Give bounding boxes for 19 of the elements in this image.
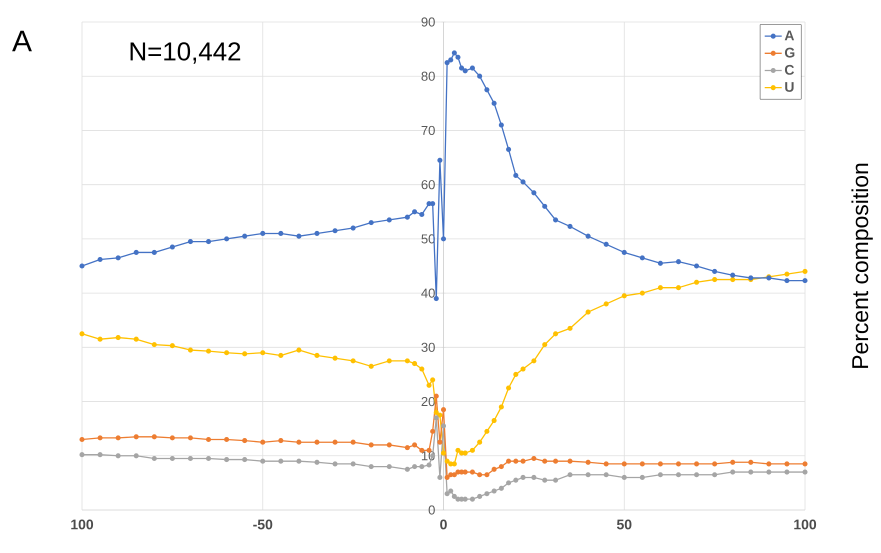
y-tick-label: 60	[422, 180, 435, 190]
y-axis-title: Percent composition	[851, 164, 873, 368]
y-tick-label: 40	[421, 288, 435, 298]
x-tick-label: 100	[794, 519, 816, 530]
y-tick-label: 0	[428, 505, 435, 515]
legend-label: C	[784, 64, 794, 75]
text: A	[12, 30, 32, 52]
annotation: N=10,442	[130, 42, 240, 64]
legend-label: U	[785, 82, 794, 92]
y-tick-label: 70	[422, 126, 435, 136]
y-tick-label: 90	[422, 17, 435, 27]
y-tick-label: 30	[421, 342, 435, 352]
x-tick-label: 0	[440, 519, 447, 530]
x-tick-label: 50	[616, 519, 632, 530]
x-tick-label: 100	[71, 519, 94, 530]
legend-label: G	[784, 48, 794, 58]
y-tick-label: 80	[421, 72, 435, 81]
legend-label: A	[784, 30, 794, 40]
x-tick-label: -50	[253, 519, 272, 530]
